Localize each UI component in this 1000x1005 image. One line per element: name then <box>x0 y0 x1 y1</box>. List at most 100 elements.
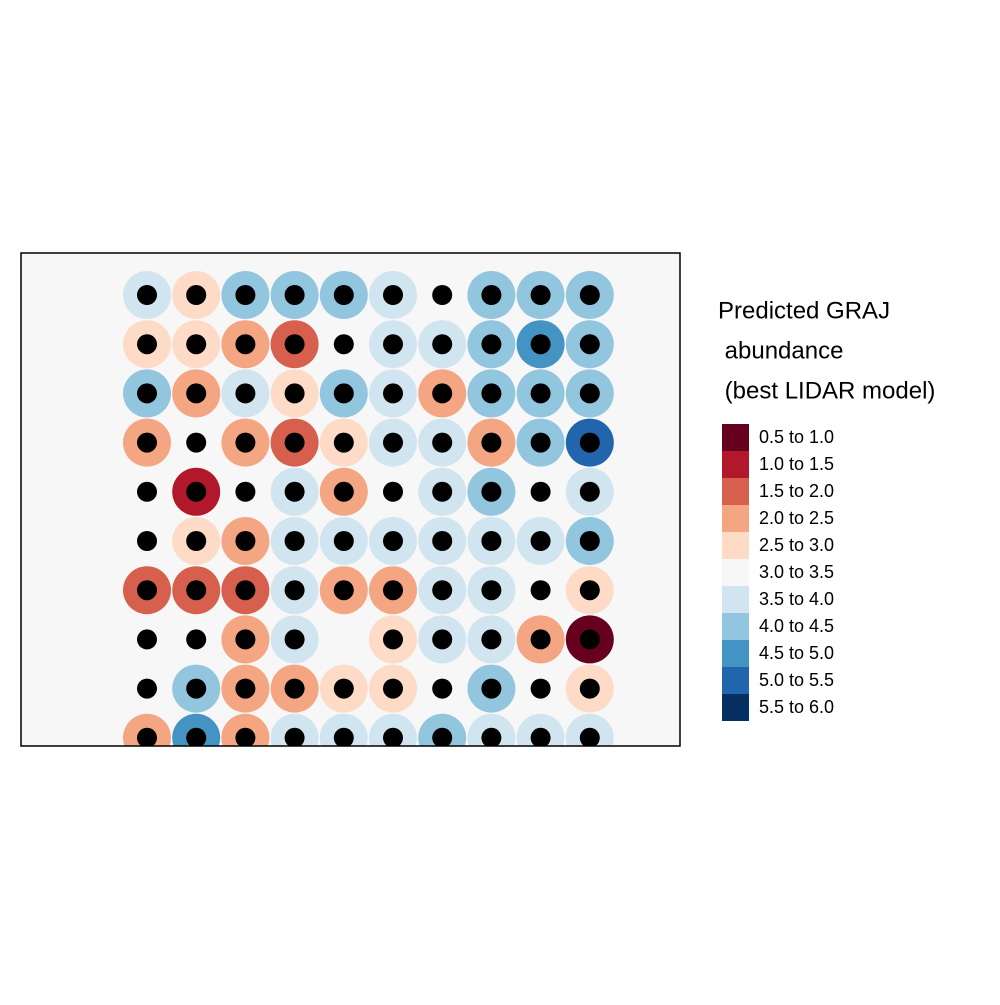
sample-point <box>235 580 256 601</box>
sample-point <box>481 383 502 404</box>
sample-point <box>432 334 453 355</box>
sample-point <box>383 481 403 502</box>
sample-point <box>481 432 502 453</box>
legend-label: 0.5 to 1.0 <box>759 427 834 447</box>
sample-point <box>284 531 305 551</box>
sample-point <box>530 678 551 699</box>
sample-point <box>530 432 551 453</box>
sample-point <box>432 727 453 746</box>
sample-point <box>333 481 354 502</box>
sample-point <box>432 678 453 699</box>
sample-point <box>579 531 600 551</box>
sample-point <box>333 432 354 453</box>
sample-point <box>481 678 502 699</box>
legend-key <box>722 451 749 478</box>
sample-point <box>284 678 305 699</box>
legend-title: abundance <box>718 337 843 364</box>
sample-point <box>186 432 207 453</box>
sample-point <box>579 629 600 650</box>
sample-point <box>186 580 207 601</box>
sample-point <box>284 432 305 453</box>
sample-point <box>383 432 403 453</box>
legend: Predicted GRAJ abundance (best LIDAR mod… <box>718 297 935 721</box>
legend-key <box>722 613 749 640</box>
sample-point <box>383 580 403 601</box>
legend-label: 3.5 to 4.0 <box>759 589 834 609</box>
legend-key <box>722 424 749 451</box>
legend-label: 5.0 to 5.5 <box>759 670 834 690</box>
sample-point <box>186 285 207 305</box>
sample-point <box>432 629 453 650</box>
sample-point <box>530 481 551 502</box>
legend-key <box>722 586 749 613</box>
sample-point <box>235 531 256 551</box>
sample-point <box>432 531 453 551</box>
sample-point <box>579 580 600 601</box>
sample-point <box>530 531 551 551</box>
sample-point <box>481 580 502 601</box>
sample-point <box>481 285 502 305</box>
legend-label: 5.5 to 6.0 <box>759 697 834 717</box>
sample-point <box>481 334 502 355</box>
sample-point <box>284 334 305 355</box>
legend-title: (best LIDAR model) <box>718 377 935 404</box>
sample-point <box>137 285 157 305</box>
sample-point <box>383 727 403 746</box>
sample-point <box>137 727 157 746</box>
sample-point <box>579 334 600 355</box>
sample-point <box>432 432 453 453</box>
sample-point <box>383 334 403 355</box>
sample-point <box>481 481 502 502</box>
sample-point <box>235 285 256 305</box>
sample-point <box>383 285 403 305</box>
sample-point <box>383 383 403 404</box>
sample-point <box>432 383 453 404</box>
legend-key <box>722 667 749 694</box>
sample-point <box>579 432 600 453</box>
sample-point <box>579 383 600 404</box>
sample-point <box>137 481 157 502</box>
sample-point <box>481 531 502 551</box>
sample-point <box>186 629 207 650</box>
sample-point <box>235 432 256 453</box>
sample-point <box>284 629 305 650</box>
sample-point <box>530 383 551 404</box>
sample-point <box>333 678 354 699</box>
legend-label: 4.0 to 4.5 <box>759 616 834 636</box>
sample-point <box>137 629 157 650</box>
sample-point <box>383 678 403 699</box>
sample-point <box>186 334 207 355</box>
sample-point <box>333 334 354 355</box>
legend-key <box>722 532 749 559</box>
legend-key <box>722 640 749 667</box>
sample-point <box>530 580 551 601</box>
sample-point <box>481 629 502 650</box>
sample-point <box>333 580 354 601</box>
sample-point <box>530 285 551 305</box>
sample-point <box>530 334 551 355</box>
sample-point <box>186 727 207 746</box>
sample-point <box>186 481 207 502</box>
sample-point <box>235 678 256 699</box>
legend-key <box>722 694 749 721</box>
sample-point <box>186 531 207 551</box>
sample-point <box>333 531 354 551</box>
legend-label: 3.0 to 3.5 <box>759 562 834 582</box>
legend-title: Predicted GRAJ <box>718 297 890 324</box>
sample-point <box>481 727 502 746</box>
sample-point <box>432 285 453 305</box>
sample-point <box>530 629 551 650</box>
sample-point <box>333 285 354 305</box>
sample-point <box>186 383 207 404</box>
sample-point <box>137 334 157 355</box>
sample-point <box>235 383 256 404</box>
legend-key <box>722 478 749 505</box>
sample-point <box>186 678 207 699</box>
sample-point <box>137 531 157 551</box>
sample-point <box>333 383 354 404</box>
sample-point <box>579 481 600 502</box>
sample-point <box>383 531 403 551</box>
sample-point <box>235 334 256 355</box>
sample-point <box>284 580 305 601</box>
